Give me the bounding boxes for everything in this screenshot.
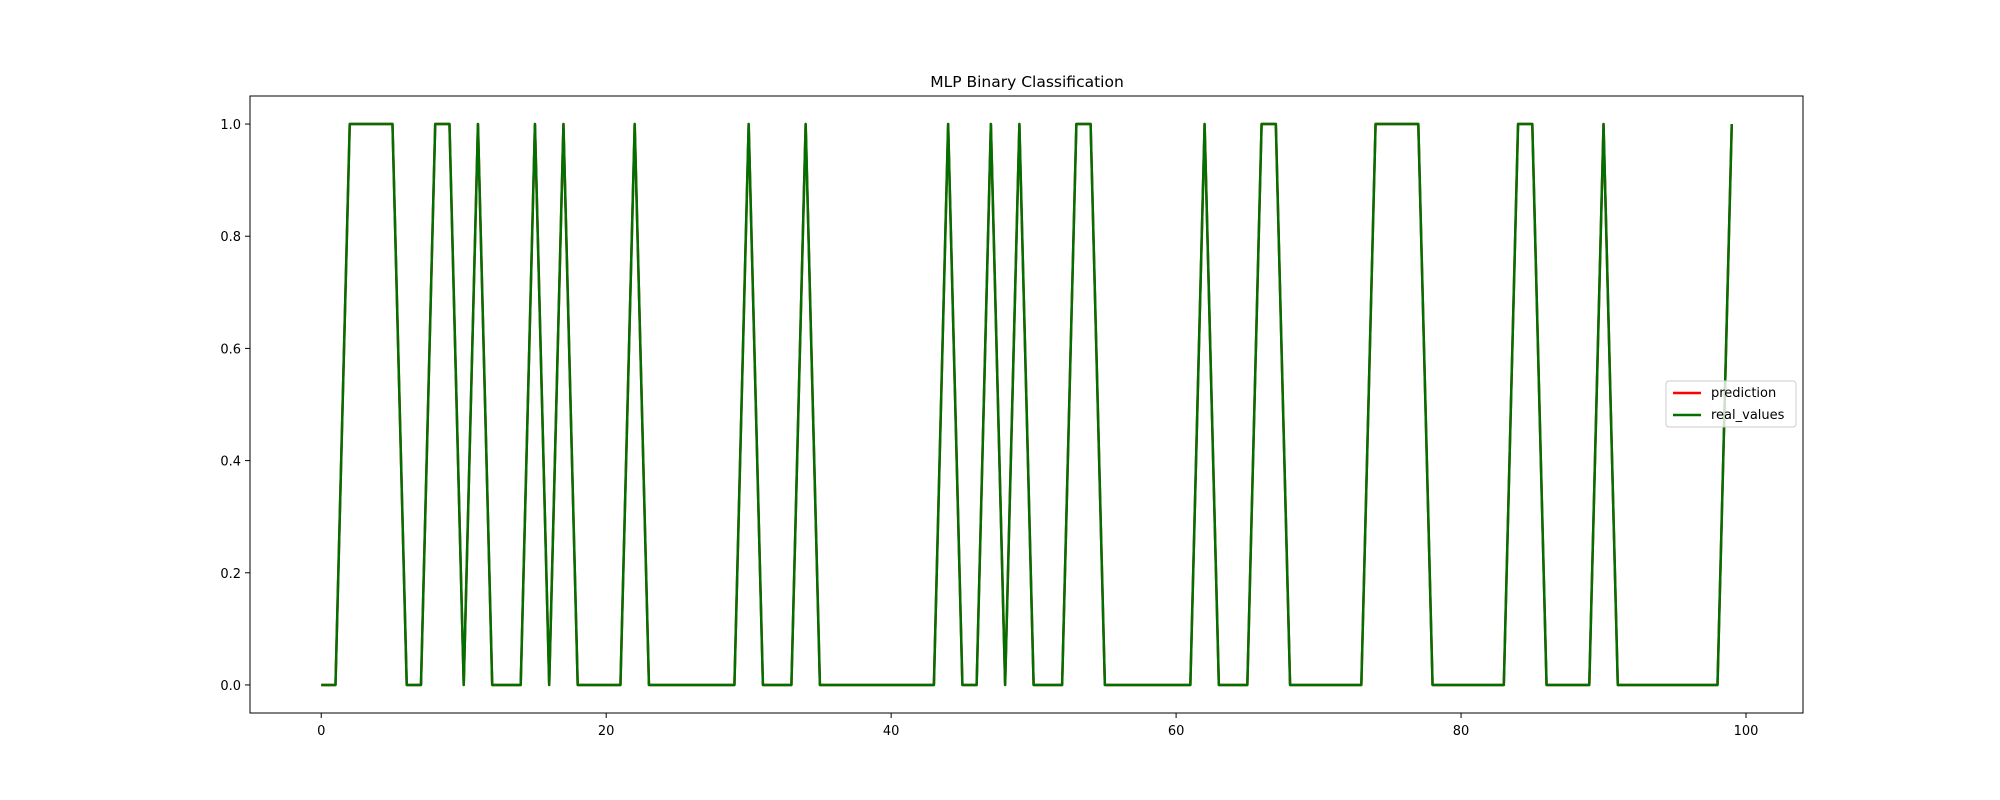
series-layer bbox=[321, 122, 1734, 687]
y-axis-ticks: 0.0 0.2 0.4 0.6 0.8 1.0 bbox=[220, 118, 250, 694]
y-tick-label: 0.6 bbox=[220, 342, 241, 357]
chart-title: MLP Binary Classification bbox=[930, 73, 1124, 91]
series-line-real-values bbox=[321, 122, 1734, 687]
x-tick-label: 60 bbox=[1168, 724, 1185, 739]
x-tick-label: 100 bbox=[1734, 724, 1759, 739]
x-axis-ticks: 0 20 40 60 80 100 bbox=[317, 713, 1758, 739]
x-tick-label: 0 bbox=[317, 724, 325, 739]
legend: prediction real_values bbox=[1665, 380, 1797, 428]
legend-label-prediction: prediction bbox=[1711, 386, 1776, 401]
x-tick-label: 40 bbox=[883, 724, 900, 739]
y-tick-label: 0.2 bbox=[220, 567, 241, 582]
y-tick-label: 0.0 bbox=[220, 679, 241, 694]
x-tick-label: 20 bbox=[598, 724, 615, 739]
x-tick-label: 80 bbox=[1453, 724, 1470, 739]
y-tick-label: 0.4 bbox=[220, 455, 241, 470]
y-tick-label: 1.0 bbox=[220, 118, 241, 133]
plot-area-frame bbox=[249, 95, 1804, 714]
y-tick-label: 0.8 bbox=[220, 230, 241, 245]
legend-label-real-values: real_values bbox=[1711, 408, 1785, 423]
